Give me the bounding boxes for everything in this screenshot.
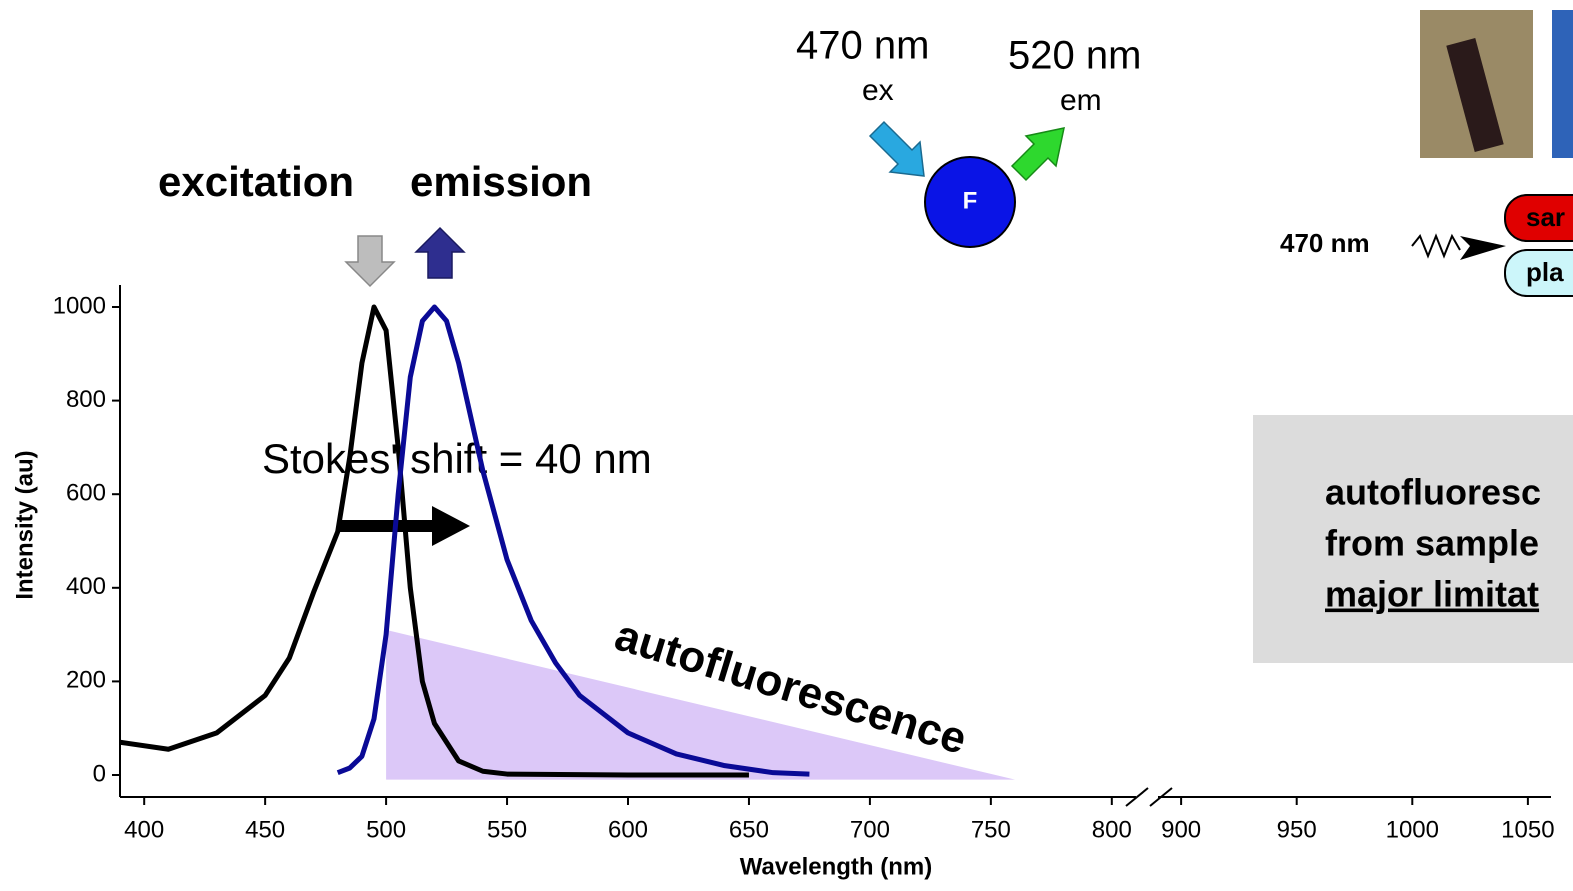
note-box [1253,415,1573,663]
x-tick-label: 1000 [1386,816,1439,843]
y-tick-label: 800 [66,386,106,413]
axis-break [1125,787,1149,807]
y-tick-label: 600 [66,480,106,507]
area [386,629,1016,780]
series-label: excitation [158,158,354,205]
x-tick-label: 600 [608,816,648,843]
x-tick-label: 700 [850,816,890,843]
sample-label: sar [1526,202,1565,232]
x-tick-label: 500 [366,816,406,843]
x-tick-label: 1050 [1501,816,1554,843]
y-tick-label: 1000 [53,292,106,319]
x-tick-label: 900 [1161,816,1201,843]
plate-pill [1504,249,1573,297]
ex-tag: ex [862,74,894,107]
x-tick-label: 450 [245,816,285,843]
x-tick-label: 950 [1277,816,1317,843]
y-axis-label: Intensity (au) [11,450,38,599]
em-wavelength: 520 nm [1008,34,1141,78]
laser-wave [1411,233,1461,259]
ex-wavelength: 470 nm [796,24,929,68]
em-arrow [1010,127,1065,182]
sample-pill [1504,194,1573,242]
excitation-arrow [344,235,396,288]
line [119,304,749,778]
line [336,304,810,777]
x-tick-label: 650 [729,816,769,843]
em-tag: em [1060,84,1102,117]
plate-label: pla [1526,257,1564,287]
y-tick-label: 200 [66,667,106,694]
fluorophore-label: F [963,187,978,214]
note-line: major limitat [1325,574,1539,615]
ex-arrow [868,120,925,177]
x-tick-label: 400 [124,816,164,843]
axis-break [1149,787,1173,807]
photo-tube [1446,37,1504,153]
x-axis-label: Wavelength (nm) [740,853,932,880]
note-line: from sample [1325,523,1539,564]
emission-arrow [414,226,466,279]
y-tick-label: 400 [66,573,106,600]
fluorophore [924,156,1016,248]
laser-arrow [1460,236,1506,260]
annotation: Stokes' shift = 40 nm [262,435,652,482]
x-tick-label: 550 [487,816,527,843]
laser-label: 470 nm [1280,228,1370,258]
x-tick-label: 800 [1092,816,1132,843]
y-tick-label: 0 [93,760,106,787]
note-line: autofluoresc [1325,472,1541,513]
x-tick-label: 750 [971,816,1011,843]
photo [1552,10,1573,158]
series-label: emission [410,158,592,205]
